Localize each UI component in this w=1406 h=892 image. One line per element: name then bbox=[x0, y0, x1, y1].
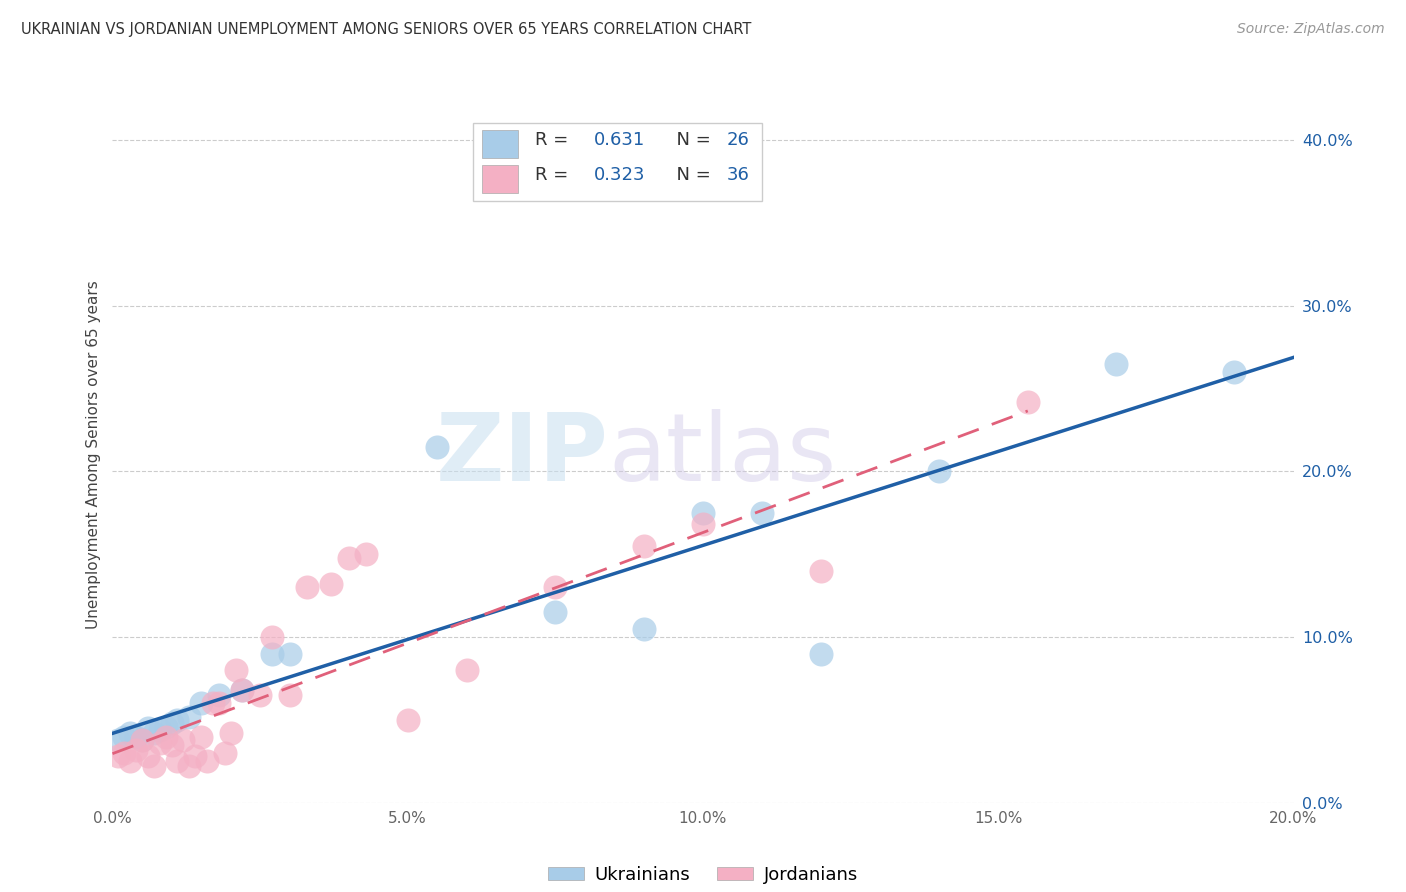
Point bbox=[544, 581, 567, 595]
Point bbox=[810, 647, 832, 661]
Point bbox=[249, 688, 271, 702]
Point bbox=[142, 759, 165, 773]
Point bbox=[319, 577, 342, 591]
Point bbox=[190, 730, 212, 744]
Point bbox=[131, 732, 153, 747]
Point bbox=[396, 713, 419, 727]
Point bbox=[179, 709, 201, 723]
Point bbox=[692, 506, 714, 520]
Point bbox=[1017, 395, 1039, 409]
Point bbox=[160, 716, 183, 731]
Point bbox=[125, 743, 148, 757]
Point bbox=[208, 697, 231, 711]
Point bbox=[190, 697, 212, 711]
Point bbox=[231, 683, 253, 698]
FancyBboxPatch shape bbox=[482, 165, 517, 193]
Point bbox=[125, 730, 148, 744]
Y-axis label: Unemployment Among Seniors over 65 years: Unemployment Among Seniors over 65 years bbox=[86, 281, 101, 629]
Point bbox=[231, 683, 253, 698]
Text: 36: 36 bbox=[727, 166, 749, 184]
Point bbox=[120, 755, 142, 769]
Point bbox=[1223, 365, 1246, 379]
Point bbox=[214, 746, 236, 760]
Text: ZIP: ZIP bbox=[436, 409, 609, 501]
Point bbox=[107, 732, 129, 747]
Point bbox=[160, 738, 183, 752]
Point bbox=[131, 732, 153, 747]
Text: R =: R = bbox=[536, 166, 574, 184]
Point bbox=[142, 726, 165, 740]
Point bbox=[544, 605, 567, 619]
Text: 0.631: 0.631 bbox=[595, 131, 645, 149]
Point bbox=[278, 647, 301, 661]
Text: 0.323: 0.323 bbox=[595, 166, 645, 184]
Point bbox=[356, 547, 378, 561]
Point bbox=[633, 622, 655, 636]
Point bbox=[633, 539, 655, 553]
Legend: Ukrainians, Jordanians: Ukrainians, Jordanians bbox=[540, 859, 866, 891]
Point bbox=[149, 723, 172, 737]
Point bbox=[112, 746, 135, 760]
Point bbox=[112, 730, 135, 744]
Point bbox=[297, 581, 319, 595]
Point bbox=[184, 749, 207, 764]
Point bbox=[195, 755, 218, 769]
Text: N =: N = bbox=[665, 166, 717, 184]
Point bbox=[1105, 357, 1128, 371]
FancyBboxPatch shape bbox=[472, 123, 762, 201]
Point bbox=[155, 720, 177, 734]
Point bbox=[692, 517, 714, 532]
Point bbox=[201, 697, 224, 711]
Point bbox=[136, 749, 159, 764]
Text: 26: 26 bbox=[727, 131, 749, 149]
Point bbox=[155, 730, 177, 744]
Point bbox=[136, 721, 159, 735]
Point bbox=[166, 713, 188, 727]
Text: Source: ZipAtlas.com: Source: ZipAtlas.com bbox=[1237, 22, 1385, 37]
Point bbox=[225, 663, 247, 677]
Point bbox=[260, 647, 283, 661]
Point bbox=[928, 465, 950, 479]
Point bbox=[149, 736, 172, 750]
Text: N =: N = bbox=[665, 131, 717, 149]
Point bbox=[751, 506, 773, 520]
Point bbox=[120, 726, 142, 740]
Point bbox=[278, 688, 301, 702]
FancyBboxPatch shape bbox=[482, 130, 517, 158]
Point bbox=[426, 440, 449, 454]
Text: UKRAINIAN VS JORDANIAN UNEMPLOYMENT AMONG SENIORS OVER 65 YEARS CORRELATION CHAR: UKRAINIAN VS JORDANIAN UNEMPLOYMENT AMON… bbox=[21, 22, 751, 37]
Point bbox=[208, 688, 231, 702]
Point bbox=[107, 749, 129, 764]
Point bbox=[172, 732, 194, 747]
Text: R =: R = bbox=[536, 131, 574, 149]
Point bbox=[260, 630, 283, 644]
Point bbox=[219, 726, 242, 740]
Point bbox=[810, 564, 832, 578]
Text: atlas: atlas bbox=[609, 409, 837, 501]
Point bbox=[179, 759, 201, 773]
Point bbox=[166, 755, 188, 769]
Point bbox=[337, 550, 360, 565]
Point bbox=[456, 663, 478, 677]
